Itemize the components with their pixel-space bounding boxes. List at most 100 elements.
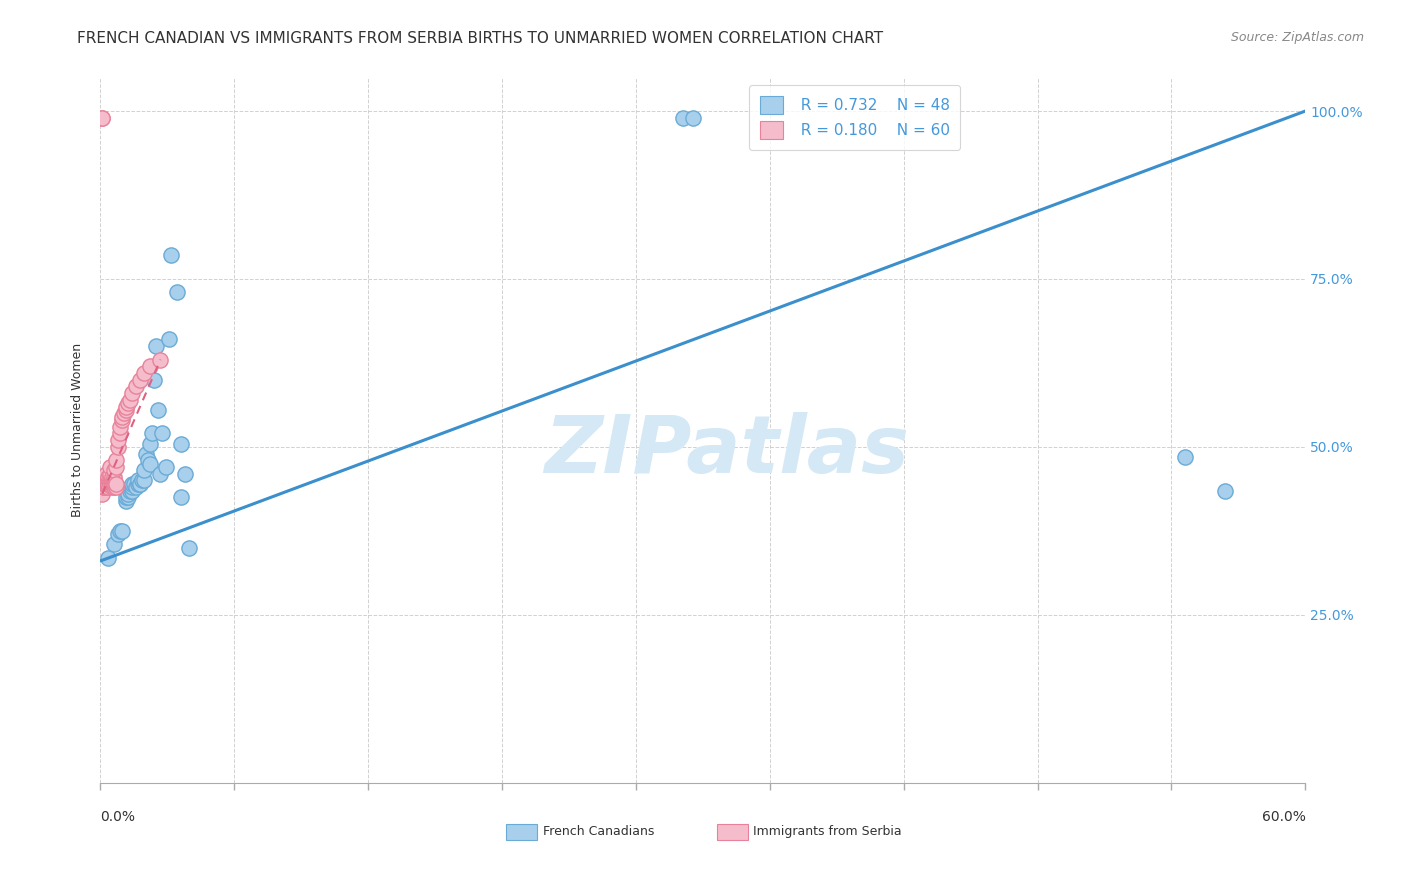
- Point: [93, 480, 115, 494]
- Point: [121, 476, 143, 491]
- Point: [107, 433, 129, 447]
- Point: [682, 111, 704, 125]
- Y-axis label: Births to Unmarried Women: Births to Unmarried Women: [72, 343, 84, 517]
- Point: [111, 413, 134, 427]
- Point: [93, 480, 115, 494]
- Point: [125, 379, 148, 393]
- Point: [97, 476, 120, 491]
- Point: [120, 483, 142, 498]
- Point: [131, 474, 153, 488]
- Point: [105, 453, 128, 467]
- Point: [96, 467, 118, 481]
- Point: [98, 476, 121, 491]
- Point: [169, 490, 191, 504]
- Point: [1213, 483, 1236, 498]
- Point: [103, 470, 125, 484]
- Point: [101, 470, 124, 484]
- Point: [103, 474, 125, 488]
- Point: [115, 403, 138, 417]
- Point: [120, 392, 142, 407]
- Point: [101, 476, 124, 491]
- Point: [98, 467, 121, 481]
- Point: [97, 480, 120, 494]
- Point: [143, 373, 166, 387]
- Text: FRENCH CANADIAN VS IMMIGRANTS FROM SERBIA BIRTHS TO UNMARRIED WOMEN CORRELATION : FRENCH CANADIAN VS IMMIGRANTS FROM SERBI…: [77, 31, 883, 46]
- Text: French Canadians: French Canadians: [543, 825, 654, 838]
- Point: [97, 470, 120, 484]
- Point: [149, 352, 172, 367]
- Point: [111, 524, 134, 538]
- Point: [101, 474, 124, 488]
- Point: [139, 436, 162, 450]
- Point: [129, 373, 152, 387]
- Point: [91, 487, 114, 501]
- Point: [96, 470, 118, 484]
- Point: [96, 476, 118, 491]
- Point: [103, 476, 125, 491]
- Point: [173, 467, 195, 481]
- Point: [127, 474, 149, 488]
- Point: [97, 550, 120, 565]
- Point: [117, 396, 139, 410]
- Point: [166, 285, 188, 300]
- Point: [159, 248, 181, 262]
- Point: [149, 467, 172, 481]
- Point: [98, 476, 121, 491]
- Point: [121, 480, 143, 494]
- Point: [134, 366, 156, 380]
- Point: [120, 480, 142, 494]
- Point: [96, 476, 118, 491]
- Point: [148, 403, 170, 417]
- Point: [111, 409, 134, 424]
- Point: [138, 453, 160, 467]
- Point: [141, 426, 163, 441]
- Point: [105, 460, 128, 475]
- Point: [124, 476, 146, 491]
- Point: [97, 476, 120, 491]
- Point: [91, 111, 114, 125]
- Point: [103, 463, 125, 477]
- Point: [101, 476, 124, 491]
- Point: [110, 426, 132, 441]
- Point: [129, 476, 152, 491]
- Point: [115, 490, 138, 504]
- Point: [127, 476, 149, 491]
- Point: [139, 457, 162, 471]
- Point: [98, 474, 121, 488]
- Point: [105, 480, 128, 494]
- Point: [93, 474, 115, 488]
- Point: [97, 474, 120, 488]
- Point: [152, 426, 174, 441]
- Point: [110, 419, 132, 434]
- Point: [98, 460, 121, 475]
- Legend:   R = 0.732    N = 48,   R = 0.180    N = 60: R = 0.732 N = 48, R = 0.180 N = 60: [749, 85, 960, 150]
- Point: [125, 480, 148, 494]
- Text: 0.0%: 0.0%: [100, 811, 135, 824]
- Point: [157, 332, 180, 346]
- Point: [672, 111, 695, 125]
- Point: [103, 476, 125, 491]
- Point: [134, 474, 156, 488]
- Point: [135, 446, 157, 460]
- Point: [107, 440, 129, 454]
- Point: [117, 490, 139, 504]
- Point: [134, 463, 156, 477]
- Point: [93, 480, 115, 494]
- Point: [103, 480, 125, 494]
- Point: [97, 480, 120, 494]
- Point: [98, 470, 121, 484]
- Point: [96, 474, 118, 488]
- Point: [110, 524, 132, 538]
- Point: [105, 476, 128, 491]
- Point: [101, 480, 124, 494]
- Text: Source: ZipAtlas.com: Source: ZipAtlas.com: [1230, 31, 1364, 45]
- Point: [93, 476, 115, 491]
- Point: [121, 483, 143, 498]
- Point: [129, 476, 152, 491]
- Point: [177, 541, 200, 555]
- Point: [121, 386, 143, 401]
- Point: [96, 476, 118, 491]
- Point: [103, 537, 125, 551]
- Text: Immigrants from Serbia: Immigrants from Serbia: [754, 825, 903, 838]
- Point: [112, 406, 135, 420]
